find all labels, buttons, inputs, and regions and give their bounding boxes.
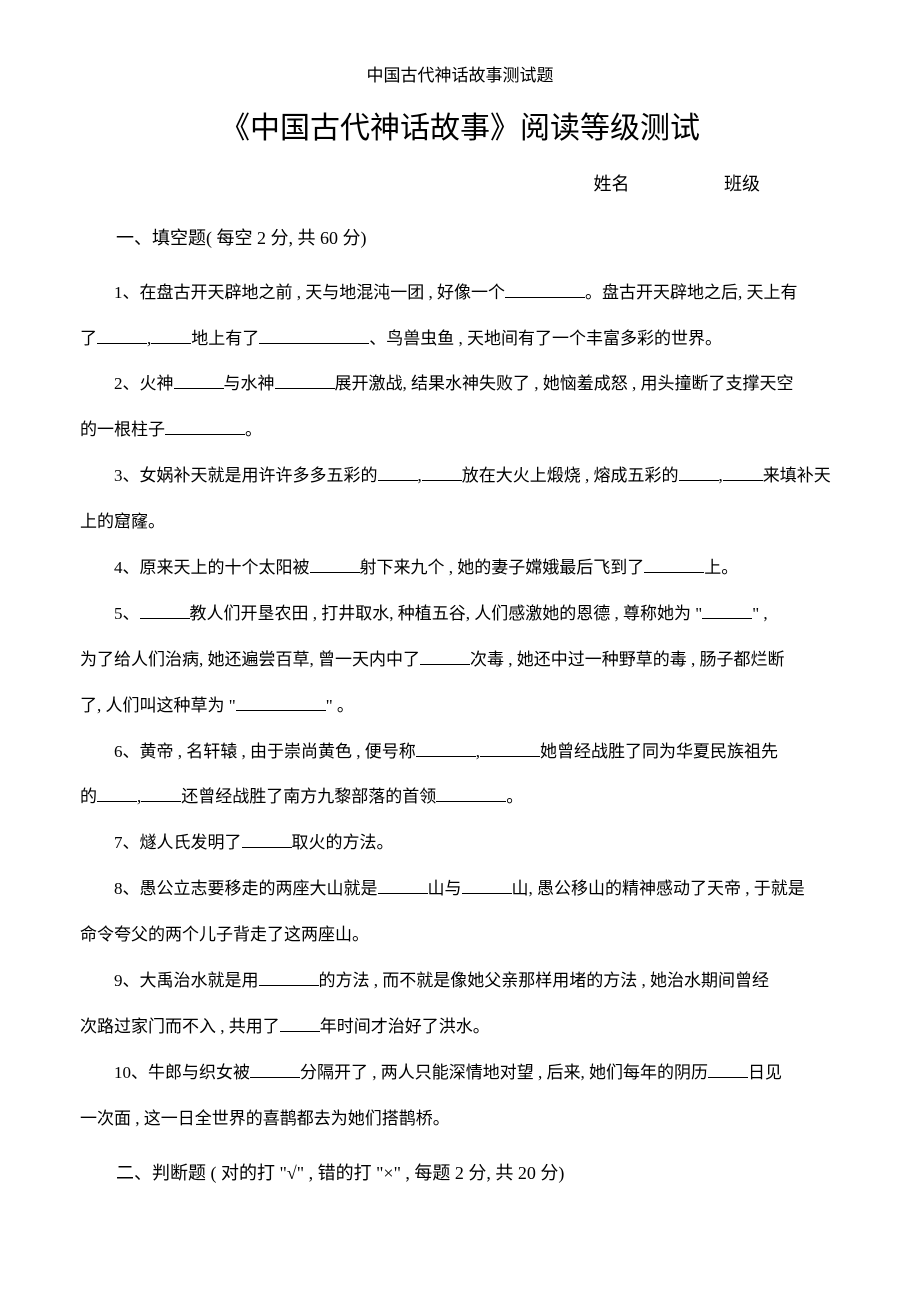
q5-text-d: 为了给人们治病, 她还遍尝百草, 曾一天内中了	[80, 650, 420, 669]
section-2-title: 二、判断题 ( 对的打 "√" , 错的打 "×" , 每题 2 分, 共 20…	[80, 1156, 840, 1190]
question-5: 5、 教人们开垦农田 , 打井取水, 种植五谷, 人们感激她的恩德 , 尊称她为 …	[80, 591, 840, 637]
blank[interactable]	[378, 463, 418, 481]
q5-text-a: 5、	[114, 604, 140, 623]
q10-text-b: 分隔开了 , 两人只能深情地对望 , 后来, 她们每年的阴历	[300, 1063, 708, 1082]
q5-text-c: " ,	[752, 604, 767, 623]
blank[interactable]	[280, 1014, 320, 1032]
question-6: 6、黄帝 , 名轩辕 , 由于崇尚黄色 , 便号称,她曾经战胜了同为华夏民族祖先	[80, 729, 840, 775]
q3-text-e: 来填补天	[763, 466, 831, 485]
blank[interactable]	[242, 830, 292, 848]
q5-text-e: 次毒 , 她还中过一种野草的毒 , 肠子都烂断	[470, 650, 785, 669]
q6-text-a: 6、黄帝 , 名轩辕 , 由于崇尚黄色 , 便号称	[114, 742, 416, 761]
question-10-line2: 一次面 , 这一日全世界的喜鹊都去为她们搭鹊桥。	[80, 1096, 840, 1142]
question-4: 4、原来天上的十个太阳被 射下来九个 , 她的妻子嫦娥最后飞到了 上。	[80, 545, 840, 591]
question-2-line2: 的一根柱子 。	[80, 407, 840, 453]
question-6-line2: 的,还曾经战胜了南方九黎部落的首领。	[80, 774, 840, 820]
class-label: 班级	[724, 174, 760, 194]
q2-text-e: 。	[245, 420, 262, 439]
question-5-line2: 为了给人们治病, 她还遍尝百草, 曾一天内中了 次毒 , 她还中过一种野草的毒 ,…	[80, 637, 840, 683]
q2-text-b: 与水神	[224, 374, 275, 393]
blank[interactable]	[420, 647, 470, 665]
blank[interactable]	[140, 601, 190, 619]
blank[interactable]	[97, 326, 147, 344]
main-title: 《中国古代神话故事》阅读等级测试	[80, 100, 840, 157]
name-class-line: 姓名 班级	[80, 167, 840, 201]
q6-text-c: 她曾经战胜了同为华夏民族祖先	[540, 742, 778, 761]
q6-text-g: 。	[506, 787, 523, 806]
blank[interactable]	[679, 463, 719, 481]
blank[interactable]	[151, 326, 191, 344]
blank[interactable]	[310, 555, 360, 573]
question-9: 9、大禹治水就是用 的方法 , 而不就是像她父亲那样用堵的方法 , 她治水期间曾经	[80, 958, 840, 1004]
q5-text-g: " 。	[326, 696, 354, 715]
blank[interactable]	[480, 739, 540, 757]
question-10: 10、牛郎与织女被 分隔开了 , 两人只能深情地对望 , 后来, 她们每年的阴历 日…	[80, 1050, 840, 1096]
q4-text-b: 射下来九个 , 她的妻子嫦娥最后飞到了	[360, 558, 645, 577]
question-3: 3、女娲补天就是用许许多多五彩的,放在大火上煅烧 , 熔成五彩的,来填补天	[80, 453, 840, 499]
q8-text-d: 命令夸父的两个儿子背走了这两座山。	[80, 925, 369, 944]
blank[interactable]	[505, 280, 585, 298]
blank[interactable]	[236, 693, 326, 711]
blank[interactable]	[416, 739, 476, 757]
blank[interactable]	[275, 371, 335, 389]
q1-text-f: 、鸟兽虫鱼 , 天地间有了一个丰富多彩的世界。	[369, 329, 722, 348]
q9-text-d: 年时间才治好了洪水。	[320, 1017, 490, 1036]
q8-text-b: 山与	[428, 879, 462, 898]
q4-text-c: 上。	[704, 558, 738, 577]
q10-text-c: 日见	[748, 1063, 782, 1082]
header-small-title: 中国古代神话故事测试题	[80, 60, 840, 92]
q8-text-a: 8、愚公立志要移走的两座大山就是	[114, 879, 378, 898]
blank[interactable]	[436, 784, 506, 802]
q7-text-a: 7、燧人氏发明了	[114, 833, 242, 852]
q4-text-a: 4、原来天上的十个太阳被	[114, 558, 310, 577]
question-8-line2: 命令夸父的两个儿子背走了这两座山。	[80, 912, 840, 958]
name-label: 姓名	[594, 174, 630, 194]
q2-text-d: 的一根柱子	[80, 420, 165, 439]
q9-text-a: 9、大禹治水就是用	[114, 971, 259, 990]
q6-text-f: 还曾经战胜了南方九黎部落的首领	[181, 787, 436, 806]
question-3-line2: 上的窟窿。	[80, 499, 840, 545]
q9-text-b: 的方法 , 而不就是像她父亲那样用堵的方法 , 她治水期间曾经	[319, 971, 770, 990]
q3-text-f: 上的窟窿。	[80, 512, 165, 531]
question-1-line2: 了,地上有了、鸟兽虫鱼 , 天地间有了一个丰富多彩的世界。	[80, 316, 840, 362]
blank[interactable]	[462, 876, 512, 894]
blank[interactable]	[165, 417, 245, 435]
blank[interactable]	[702, 601, 752, 619]
blank[interactable]	[259, 968, 319, 986]
q5-text-b: 教人们开垦农田 , 打井取水, 种植五谷, 人们感激她的恩德 , 尊称她为 "	[190, 604, 703, 623]
blank[interactable]	[259, 326, 369, 344]
question-1: 1、在盘古开天辟地之前 , 天与地混沌一团 , 好像一个 。盘古开天辟地之后, 天…	[80, 270, 840, 316]
q6-text-d: 的	[80, 787, 97, 806]
question-5-line3: 了, 人们叫这种草为 " " 。	[80, 683, 840, 729]
question-7: 7、燧人氏发明了 取火的方法。	[80, 820, 840, 866]
blank[interactable]	[174, 371, 224, 389]
blank[interactable]	[250, 1060, 300, 1078]
q9-text-c: 次路过家门而不入 , 共用了	[80, 1017, 280, 1036]
blank[interactable]	[97, 784, 137, 802]
question-2: 2、火神 与水神 展开激战, 结果水神失败了 , 她恼羞成怒 , 用头撞断了支撑天空	[80, 361, 840, 407]
q3-text-a: 3、女娲补天就是用许许多多五彩的	[114, 466, 378, 485]
q1-text-c: 了	[80, 329, 97, 348]
q7-text-b: 取火的方法。	[292, 833, 394, 852]
q5-text-f: 了, 人们叫这种草为 "	[80, 696, 236, 715]
section-1-title: 一、填空题( 每空 2 分, 共 60 分)	[80, 221, 840, 255]
q1-text-b: 。盘古开天辟地之后, 天上有	[585, 283, 798, 302]
blank[interactable]	[644, 555, 704, 573]
q2-text-c: 展开激战, 结果水神失败了 , 她恼羞成怒 , 用头撞断了支撑天空	[335, 374, 794, 393]
q3-text-c: 放在大火上煅烧 , 熔成五彩的	[462, 466, 679, 485]
q8-text-c: 山, 愚公移山的精神感动了天帝 , 于就是	[512, 879, 805, 898]
q2-text-a: 2、火神	[114, 374, 174, 393]
blank[interactable]	[141, 784, 181, 802]
question-8: 8、愚公立志要移走的两座大山就是 山与 山, 愚公移山的精神感动了天帝 , 于就是	[80, 866, 840, 912]
blank[interactable]	[708, 1060, 748, 1078]
blank[interactable]	[422, 463, 462, 481]
blank[interactable]	[723, 463, 763, 481]
q10-text-a: 10、牛郎与织女被	[114, 1063, 250, 1082]
q1-text-a: 1、在盘古开天辟地之前 , 天与地混沌一团 , 好像一个	[114, 283, 505, 302]
question-9-line2: 次路过家门而不入 , 共用了 年时间才治好了洪水。	[80, 1004, 840, 1050]
blank[interactable]	[378, 876, 428, 894]
q1-text-e: 地上有了	[191, 329, 259, 348]
q10-text-d: 一次面 , 这一日全世界的喜鹊都去为她们搭鹊桥。	[80, 1109, 450, 1128]
